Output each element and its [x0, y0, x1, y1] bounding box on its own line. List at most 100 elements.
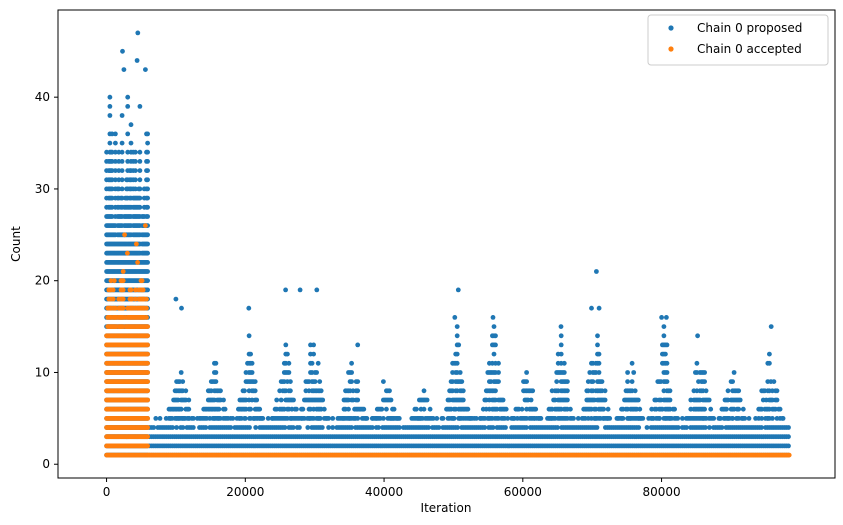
proposed-point — [109, 214, 115, 219]
accepted-point — [145, 360, 151, 366]
accepted-point — [140, 287, 146, 293]
proposed-point — [116, 186, 122, 192]
proposed-point — [113, 168, 118, 174]
proposed-point — [137, 177, 143, 183]
proposed-point — [145, 287, 151, 293]
proposed-point — [558, 351, 564, 357]
proposed-point — [222, 406, 228, 412]
proposed-point — [667, 397, 673, 403]
proposed-point — [694, 360, 700, 366]
proposed-point — [505, 416, 511, 421]
proposed-point — [242, 416, 247, 421]
proposed-point — [519, 406, 525, 412]
proposed-point — [455, 425, 460, 430]
y-tick-label: 10 — [35, 365, 50, 379]
proposed-point — [702, 370, 707, 375]
proposed-point — [294, 406, 299, 412]
proposed-point — [305, 425, 311, 430]
proposed-point — [133, 177, 138, 183]
proposed-point — [465, 406, 471, 412]
proposed-point — [558, 333, 564, 339]
proposed-point — [675, 416, 681, 421]
proposed-point — [468, 416, 474, 421]
proposed-point — [672, 406, 677, 412]
proposed-point — [524, 370, 529, 375]
proposed-point — [248, 351, 254, 357]
proposed-point — [388, 397, 394, 403]
proposed-outlier-point — [314, 287, 320, 293]
proposed-point — [300, 406, 306, 412]
proposed-point — [531, 416, 537, 421]
proposed-point — [436, 425, 442, 430]
proposed-point — [145, 260, 151, 265]
proposed-point — [137, 104, 143, 109]
proposed-point — [602, 388, 608, 394]
proposed-point — [490, 416, 495, 421]
proposed-point — [595, 333, 600, 339]
proposed-point — [661, 333, 667, 339]
proposed-point — [349, 425, 354, 430]
proposed-point — [558, 342, 564, 348]
proposed-point — [607, 416, 613, 421]
proposed-point — [330, 416, 336, 421]
proposed-point — [629, 379, 635, 384]
proposed-point — [780, 416, 786, 421]
proposed-point — [736, 406, 742, 412]
proposed-point — [625, 379, 630, 384]
proposed-point — [491, 351, 497, 357]
proposed-point — [109, 177, 115, 183]
proposed-point — [434, 416, 440, 421]
proposed-point — [145, 177, 151, 183]
proposed-point — [119, 140, 125, 146]
proposed-point — [376, 425, 381, 430]
proposed-point — [137, 159, 143, 164]
proposed-point — [430, 416, 436, 421]
proposed-point — [311, 351, 316, 357]
proposed-point — [740, 406, 746, 412]
proposed-point — [133, 149, 138, 155]
proposed-point — [254, 397, 260, 403]
proposed-point — [736, 388, 742, 394]
proposed-point — [496, 379, 501, 384]
accepted-point — [145, 370, 151, 375]
proposed-point — [644, 425, 650, 430]
proposed-point — [706, 397, 712, 403]
proposed-point — [602, 397, 608, 403]
proposed-point — [265, 416, 271, 421]
proposed-point — [145, 186, 151, 192]
proposed-point — [290, 425, 296, 430]
proposed-point — [561, 360, 567, 366]
proposed-outlier-point — [768, 324, 774, 329]
proposed-point — [702, 406, 707, 412]
proposed-point — [786, 443, 791, 449]
proposed-point — [459, 416, 465, 421]
proposed-point — [355, 388, 361, 394]
proposed-point — [605, 406, 611, 412]
proposed-point — [426, 425, 431, 430]
proposed-point — [664, 360, 670, 366]
proposed-point — [125, 104, 131, 109]
proposed-point — [119, 195, 125, 201]
proposed-point — [460, 388, 466, 394]
proposed-outlier-point — [589, 305, 594, 311]
x-tick-label: 20000 — [226, 485, 264, 499]
accepted-point — [145, 351, 151, 357]
proposed-point — [594, 425, 600, 430]
proposed-outlier-point — [297, 287, 303, 293]
proposed-point — [137, 204, 143, 210]
proposed-point — [369, 425, 375, 430]
accepted-point — [145, 434, 151, 440]
proposed-point — [225, 416, 231, 421]
x-tick-label: 80000 — [642, 485, 680, 499]
proposed-point — [454, 324, 460, 329]
proposed-point — [315, 360, 321, 366]
x-tick-label: 0 — [103, 485, 111, 499]
y-axis-label: Count — [9, 226, 23, 262]
proposed-point — [346, 406, 351, 412]
accepted-point — [145, 379, 151, 384]
proposed-point — [128, 122, 134, 128]
y-tick-label: 30 — [35, 182, 50, 196]
accepted-point — [145, 324, 151, 329]
proposed-point — [145, 269, 151, 274]
proposed-point — [286, 370, 292, 375]
